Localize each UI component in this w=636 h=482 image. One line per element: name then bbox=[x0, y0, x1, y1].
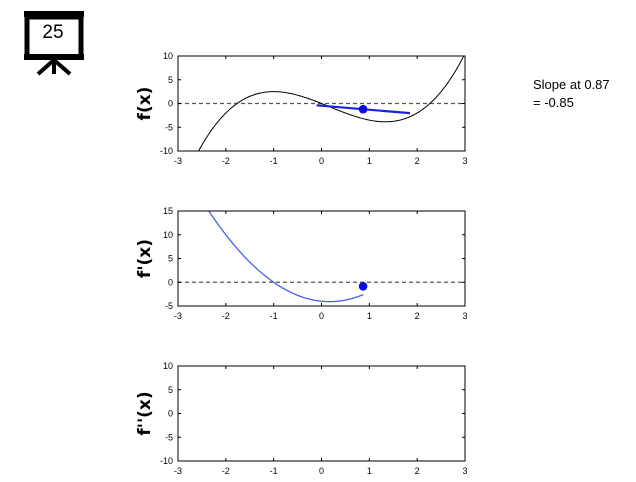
slope-readout: Slope at 0.87 = -0.85 bbox=[533, 76, 610, 112]
curve-f' bbox=[208, 211, 364, 303]
y-tick-label: 0 bbox=[168, 409, 173, 419]
x-tick-label: -3 bbox=[174, 466, 182, 476]
x-tick-label: 1 bbox=[367, 311, 372, 321]
y-tick-label: -5 bbox=[165, 301, 173, 311]
slope-readout-line-1: Slope at 0.87 bbox=[533, 77, 610, 92]
y-tick-label: 5 bbox=[168, 254, 173, 264]
slide-number: 25 bbox=[42, 22, 64, 43]
y-tick-label: 10 bbox=[163, 51, 173, 61]
x-tick-label: 3 bbox=[462, 466, 467, 476]
y-tick-label: -5 bbox=[165, 432, 173, 442]
y-tick-label: -10 bbox=[160, 456, 173, 466]
plot-2: -3 -2 -1 0 1 2 3 -5 0 5 10 15 f'(x) bbox=[135, 206, 468, 321]
x-tick-label: 3 bbox=[462, 156, 467, 166]
x-tick-label: -2 bbox=[222, 311, 230, 321]
x-tick-label: 2 bbox=[415, 466, 420, 476]
y-tick-label: 10 bbox=[163, 230, 173, 240]
x-tick-label: 3 bbox=[462, 311, 467, 321]
x-tick-label: -1 bbox=[270, 466, 278, 476]
point-marker bbox=[358, 281, 368, 291]
y-axis-label: f(x) bbox=[135, 87, 155, 121]
y-axis-label: f'(x) bbox=[135, 239, 155, 278]
y-tick-label: 15 bbox=[163, 206, 173, 216]
plot-frame bbox=[177, 210, 466, 307]
x-tick-label: 0 bbox=[319, 156, 324, 166]
y-tick-label: -5 bbox=[165, 122, 173, 132]
x-tick-label: -3 bbox=[174, 156, 182, 166]
x-tick-label: 1 bbox=[367, 466, 372, 476]
y-tick-label: 5 bbox=[168, 75, 173, 85]
y-tick-label: 5 bbox=[168, 385, 173, 395]
y-tick-label: 10 bbox=[163, 361, 173, 371]
y-tick-label: 0 bbox=[168, 99, 173, 109]
x-tick-label: -1 bbox=[270, 311, 278, 321]
curve-f bbox=[197, 56, 465, 151]
point-marker bbox=[358, 104, 368, 114]
x-tick-label: 2 bbox=[415, 156, 420, 166]
x-tick-label: 1 bbox=[367, 156, 372, 166]
plot-frame bbox=[177, 365, 466, 462]
x-tick-label: 0 bbox=[319, 466, 324, 476]
x-tick-label: -1 bbox=[270, 156, 278, 166]
x-tick-label: -2 bbox=[222, 156, 230, 166]
slope-readout-line-2: = -0.85 bbox=[533, 95, 574, 110]
y-axis-label: f''(x) bbox=[135, 391, 155, 435]
x-tick-label: -3 bbox=[174, 311, 182, 321]
x-tick-label: 2 bbox=[415, 311, 420, 321]
y-tick-label: 0 bbox=[168, 277, 173, 287]
presentation-board-icon bbox=[24, 11, 84, 76]
x-tick-label: -2 bbox=[222, 466, 230, 476]
x-tick-label: 0 bbox=[319, 311, 324, 321]
y-tick-label: -10 bbox=[160, 146, 173, 156]
